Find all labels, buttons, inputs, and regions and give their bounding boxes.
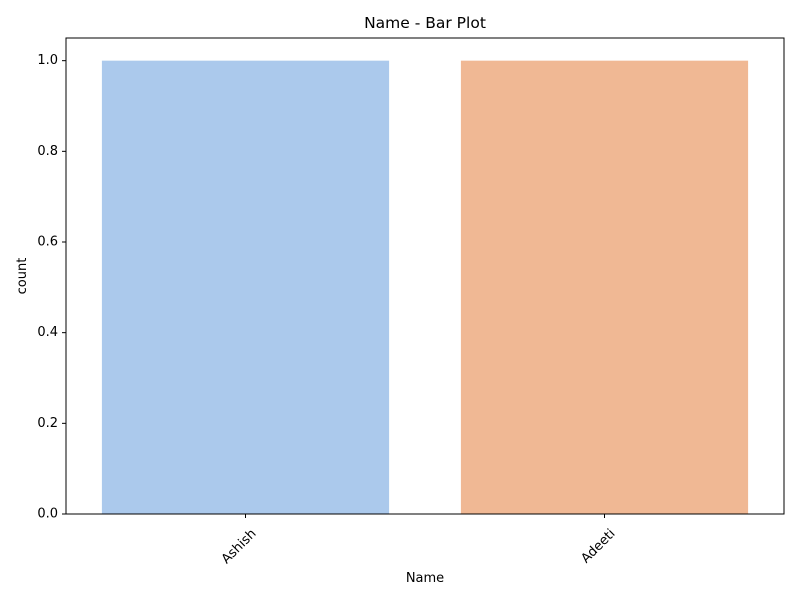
y-axis: 0.0 0.2 0.4 0.6 0.8 1.0 xyxy=(37,53,66,522)
x-axis-label: Name xyxy=(406,571,444,586)
y-tick-label: 1.0 xyxy=(37,53,58,68)
x-tick-label: Adeeti xyxy=(579,526,619,566)
bar-adeeti xyxy=(460,60,749,515)
x-axis: Ashish Adeeti xyxy=(219,514,619,567)
y-tick-label: 0.8 xyxy=(37,144,58,159)
chart-title: Name - Bar Plot xyxy=(364,14,486,32)
y-axis-label: count xyxy=(15,258,30,295)
y-tick-label: 0.0 xyxy=(37,507,58,522)
bars-layer xyxy=(101,60,749,515)
plot-frame xyxy=(65,37,785,515)
x-tick-label: Ashish xyxy=(219,526,260,567)
y-tick-label: 0.4 xyxy=(37,325,58,340)
y-tick-label: 0.2 xyxy=(37,416,58,431)
bar-ashish xyxy=(101,60,390,515)
y-tick-label: 0.6 xyxy=(37,235,58,250)
